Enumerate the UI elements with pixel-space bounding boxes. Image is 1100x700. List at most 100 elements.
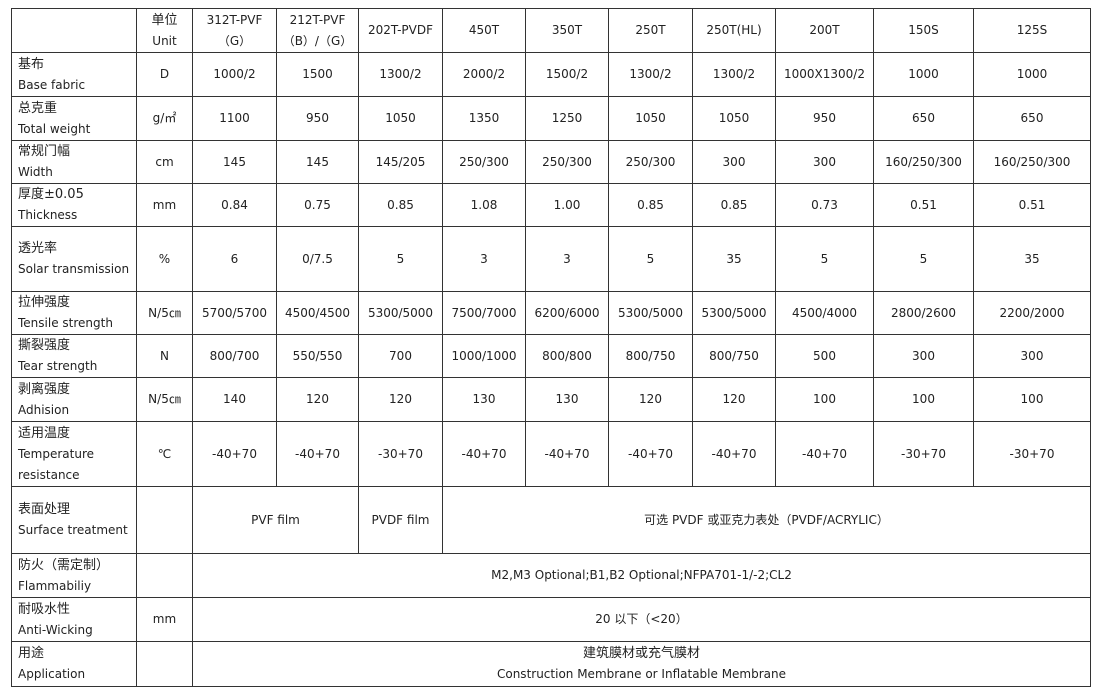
row-label: 适用温度 Temperature resistance <box>11 421 137 487</box>
table-row: 厚度±0.05 Thickness mm 0.84 0.75 0.85 1.08 1.00 0.… <box>11 183 1091 227</box>
unit-cell <box>136 641 193 687</box>
value-cell: 5 <box>358 226 443 292</box>
row-label-en: Width <box>18 165 53 179</box>
table-row: 常规门幅 Width cm 145 145 145/205 250/300 250/300 25… <box>11 140 1091 184</box>
value-cell: PVDF film <box>358 486 443 554</box>
value-cell: 800/800 <box>525 334 609 378</box>
value-cell: 6200/6000 <box>525 291 609 335</box>
value-cell: -40+70 <box>692 421 776 487</box>
value-cell: 1300/2 <box>608 52 693 97</box>
value-cell: 300 <box>775 140 874 184</box>
product-header-text: 150S <box>908 23 939 37</box>
value-cell: 130 <box>442 377 526 422</box>
row-label-en: Surface treatment <box>18 523 128 537</box>
product-header: 312T-PVF （G） <box>192 8 277 53</box>
value-cell: 800/750 <box>608 334 693 378</box>
unit-cell: % <box>136 226 193 292</box>
row-label-zh: 常规门幅 <box>18 144 71 159</box>
value-cell: 3 <box>442 226 526 292</box>
row-label-en: Application <box>18 667 86 681</box>
value-cell: 1000X1300/2 <box>775 52 874 97</box>
row-label-zh: 适用温度 <box>18 425 71 441</box>
value-cell: 1500 <box>276 52 359 97</box>
value-cell: PVF film <box>192 486 359 554</box>
product-header: 350T <box>525 8 609 53</box>
value-cell: 160/250/300 <box>973 140 1091 184</box>
value-cell: 950 <box>775 96 874 141</box>
row-label: 厚度±0.05 Thickness <box>11 183 137 227</box>
value-cell: 7500/7000 <box>442 291 526 335</box>
value-cell: 5300/5000 <box>608 291 693 335</box>
value-cell: -40+70 <box>442 421 526 487</box>
application-en: Construction Membrane or Inflatable Memb… <box>496 667 787 681</box>
value-cell: 2000/2 <box>442 52 526 97</box>
value-cell: 1250 <box>525 96 609 141</box>
unit-cell: N/5㎝ <box>136 377 193 422</box>
value-cell: 1000/2 <box>192 52 277 97</box>
product-header-text: 200T <box>809 23 840 37</box>
value-cell: 250/300 <box>442 140 526 184</box>
value-cell: 6 <box>192 226 277 292</box>
value-cell: 120 <box>358 377 443 422</box>
row-label-en: Adhision <box>18 402 70 417</box>
value-cell: 可选 PVDF 或亚克力表处（PVDF/ACRYLIC） <box>442 486 1091 554</box>
row-label: 撕裂强度 Tear strength <box>11 334 137 378</box>
value-cell: 800/700 <box>192 334 277 378</box>
product-header: 250T(HL) <box>692 8 776 53</box>
row-label-en: Total weight <box>18 121 91 136</box>
unit-cell: mm <box>136 597 193 642</box>
table-row: 剥离强度 Adhision N/5㎝ 140 120 120 130 130 120 120 100… <box>11 377 1091 422</box>
value-cell: 145/205 <box>358 140 443 184</box>
value-cell: 550/550 <box>276 334 359 378</box>
value-cell: 0.85 <box>358 183 443 227</box>
application-zh: 建筑膜材或充气膜材 <box>582 646 700 661</box>
value-cell: 250/300 <box>525 140 609 184</box>
unit-cell: D <box>136 52 193 97</box>
value-cell: 0.51 <box>973 183 1091 227</box>
product-header: 450T <box>442 8 526 53</box>
unit-cell: g/㎡ <box>136 96 193 141</box>
product-header-text: 250T(HL) <box>706 23 762 37</box>
value-cell: 1.08 <box>442 183 526 227</box>
value-cell: 5300/5000 <box>358 291 443 335</box>
value-cell: 1.00 <box>525 183 609 227</box>
value-cell: M2,M3 Optional;B1,B2 Optional;NFPA701-1/… <box>192 553 1091 598</box>
value-cell: 120 <box>692 377 776 422</box>
value-cell: -30+70 <box>873 421 974 487</box>
value-cell: 0.84 <box>192 183 277 227</box>
value-cell: 120 <box>608 377 693 422</box>
value-cell: 1000/1000 <box>442 334 526 378</box>
unit-cell <box>136 486 193 554</box>
product-header-text: 450T <box>468 23 500 37</box>
value-cell: 5 <box>608 226 693 292</box>
product-header: 202T-PVDF <box>358 8 443 53</box>
value-cell: 700 <box>358 334 443 378</box>
row-label-zh: 基布 <box>18 56 45 72</box>
value-cell: 20 以下（<20） <box>192 597 1091 642</box>
value-cell: 160/250/300 <box>873 140 974 184</box>
value-cell: 300 <box>692 140 776 184</box>
row-label-en: Solar transmission <box>18 262 130 276</box>
product-header-text: 250T <box>635 23 666 37</box>
surface-row: 表面处理 Surface treatment PVF film PVDF film 可选… <box>11 486 1091 554</box>
value-cell: -30+70 <box>973 421 1091 487</box>
value-cell: 1350 <box>442 96 526 141</box>
product-header: 200T <box>775 8 874 53</box>
row-label-en: Thickness <box>18 208 78 222</box>
row-label: 基布 Base fabric <box>11 52 137 97</box>
value-cell: 1300/2 <box>358 52 443 97</box>
row-label-zh: 撕裂强度 <box>18 338 71 353</box>
application-row: 用途 Application 建筑膜材或充气膜材 Construction Membr… <box>11 641 1091 687</box>
value-cell: 1000 <box>973 52 1091 97</box>
value-cell: 建筑膜材或充气膜材 Construction Membrane or Inflat… <box>192 641 1091 687</box>
value-cell: -40+70 <box>525 421 609 487</box>
corner-cell <box>11 8 137 53</box>
row-label: 常规门幅 Width <box>11 140 137 184</box>
value-cell: 4500/4500 <box>276 291 359 335</box>
row-label-zh: 耐吸水性 <box>18 601 71 617</box>
value-cell: 0.51 <box>873 183 974 227</box>
row-label-en: Base fabric <box>18 77 86 92</box>
header-row: 单位 Unit 312T-PVF （G） 212T-PVF （B）/（G） 202T-PV… <box>11 8 1091 53</box>
value-cell: 100 <box>973 377 1091 422</box>
table-row: 适用温度 Temperature resistance ℃ -40+70 -40+70-… <box>11 421 1091 487</box>
